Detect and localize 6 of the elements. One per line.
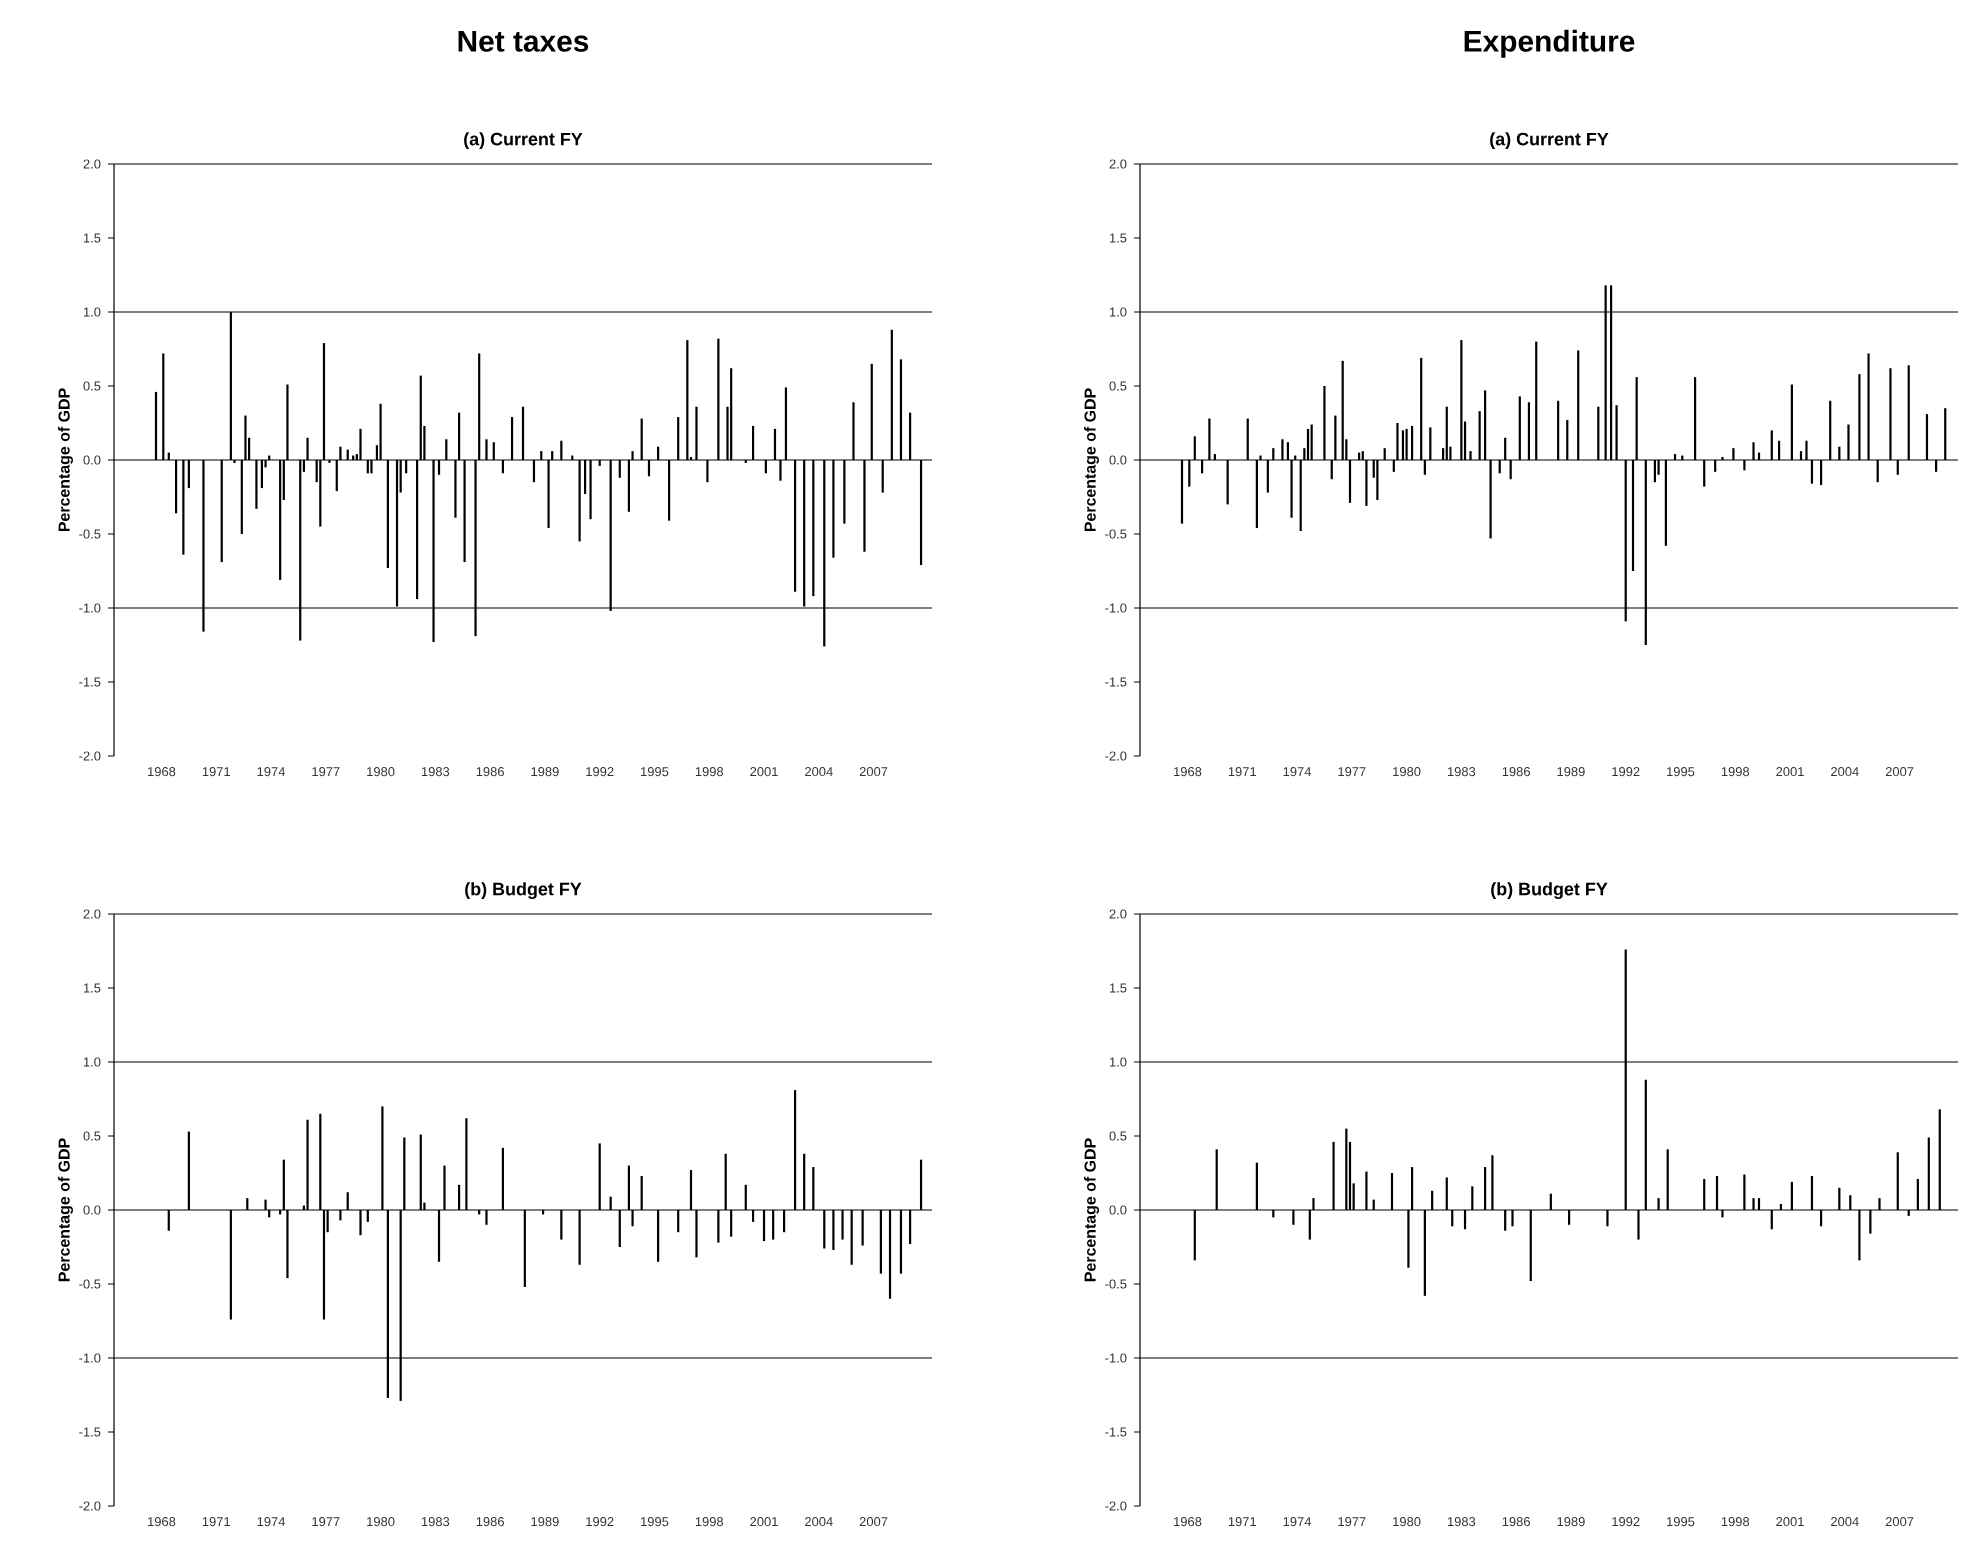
chart-title: (b) Budget FY bbox=[465, 882, 582, 900]
chart-subtitle: (a) Current FY bbox=[1490, 132, 1609, 149]
chart-title: Net taxes bbox=[458, 30, 589, 52]
chart-title: (b) Budget FY bbox=[1491, 882, 1608, 900]
chart-title: Expenditure bbox=[1464, 29, 1635, 58]
chart-subtitle: (a) Current FY bbox=[464, 132, 583, 149]
